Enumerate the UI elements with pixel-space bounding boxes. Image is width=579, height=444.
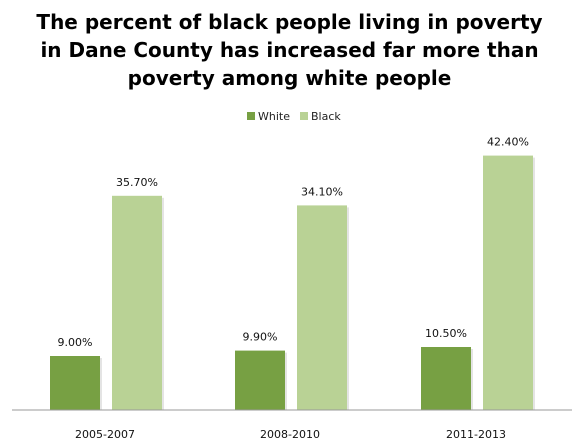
data-label-black-2008-2010: 34.10% bbox=[301, 185, 343, 198]
chart-title-line-3: poverty among white people bbox=[127, 66, 452, 90]
data-labels-group: 9.00% 35.70% 9.90% 34.10% 10.50% 42.40% bbox=[58, 136, 529, 349]
data-label-white-2011-2013: 10.50% bbox=[425, 327, 467, 340]
chart-title-line-1: The percent of black people living in po… bbox=[36, 10, 543, 34]
x-tick-label-2008-2010: 2008-2010 bbox=[260, 428, 320, 441]
x-tick-label-2005-2007: 2005-2007 bbox=[75, 428, 135, 441]
data-label-white-2005-2007: 9.00% bbox=[58, 336, 93, 349]
data-label-black-2005-2007: 35.70% bbox=[116, 176, 158, 189]
chart-title-line-2: in Dane County has increased far more th… bbox=[40, 38, 539, 62]
bar-black-2011-2013 bbox=[483, 155, 533, 410]
bar-white-2011-2013 bbox=[421, 347, 471, 410]
bar-black-2005-2007 bbox=[112, 195, 162, 410]
legend: White Black bbox=[247, 110, 341, 123]
data-label-black-2011-2013: 42.40% bbox=[487, 136, 529, 149]
legend-swatch-white bbox=[247, 112, 255, 120]
x-tick-label-2011-2013: 2011-2013 bbox=[446, 428, 506, 441]
bar-black-2008-2010 bbox=[297, 205, 347, 410]
bar-white-2005-2007 bbox=[50, 356, 100, 410]
x-axis-ticks: 2005-2007 2008-2010 2011-2013 bbox=[75, 428, 506, 441]
data-label-white-2008-2010: 9.90% bbox=[243, 331, 278, 344]
chart-title: The percent of black people living in po… bbox=[0, 8, 579, 92]
bars-group bbox=[50, 155, 535, 410]
legend-label-white: White bbox=[258, 110, 290, 123]
legend-swatch-black bbox=[300, 112, 308, 120]
bar-white-2008-2010 bbox=[235, 350, 285, 410]
legend-label-black: Black bbox=[311, 110, 341, 123]
